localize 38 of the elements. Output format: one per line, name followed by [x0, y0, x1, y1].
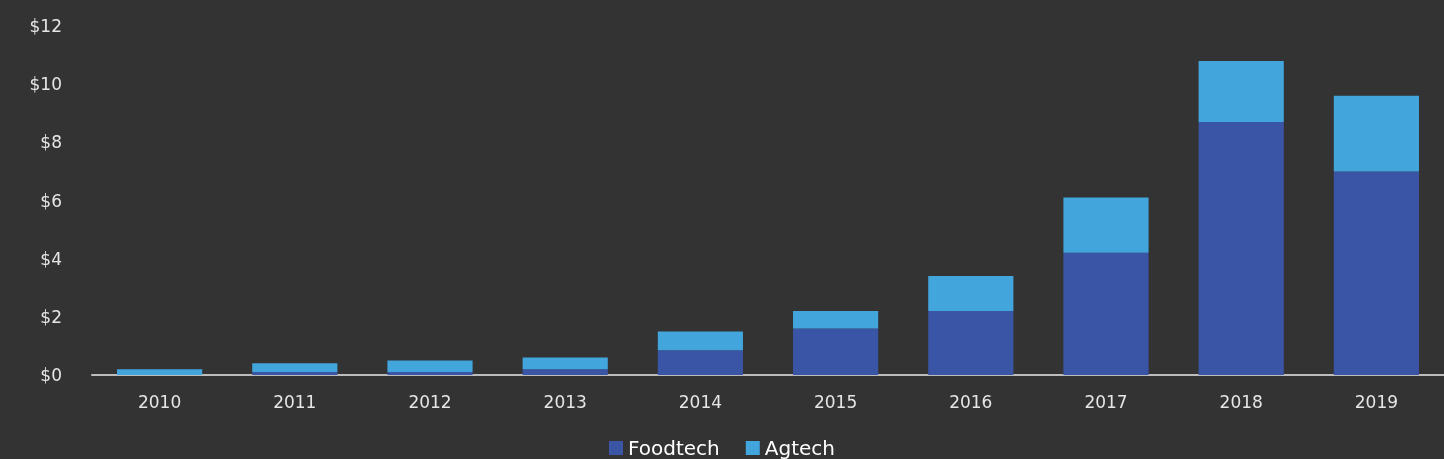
bar: [387, 360, 473, 373]
bar: [657, 331, 743, 351]
legend-label: Agtech: [764, 436, 835, 459]
bar: [1063, 197, 1149, 253]
bar: [522, 357, 608, 370]
y-tick-label: $12: [29, 16, 62, 36]
bar: [387, 372, 473, 375]
bar: [793, 311, 879, 329]
bar: [657, 350, 743, 375]
x-tick-label: 2010: [137, 391, 182, 412]
bar: [1333, 95, 1419, 172]
x-tick-label: 2016: [949, 391, 993, 412]
legend-label: Foodtech: [628, 436, 720, 459]
bar: [928, 311, 1014, 375]
y-tick-label: $0: [40, 365, 62, 385]
bar: [793, 328, 879, 375]
y-tick-label: $2: [40, 306, 62, 327]
y-tick-label: $4: [40, 248, 62, 269]
bar: [928, 276, 1014, 312]
x-tick-label: 2012: [408, 391, 452, 412]
y-tick-label: $8: [40, 132, 62, 153]
bar: [1198, 121, 1284, 375]
x-tick-label: 2011: [273, 391, 317, 412]
bar: [252, 363, 338, 373]
x-tick-label: 2014: [678, 391, 723, 412]
x-tick-label: 2019: [1354, 391, 1399, 412]
y-tick-label: $6: [40, 190, 62, 211]
bar: [1198, 60, 1284, 122]
bar: [117, 369, 203, 375]
x-tick-label: 2017: [1084, 391, 1128, 412]
bar: [1333, 171, 1419, 375]
bar: [252, 372, 338, 375]
y-tick-label: $10: [29, 74, 62, 95]
bar: [522, 369, 608, 375]
x-tick-label: 2015: [813, 391, 858, 412]
x-tick-label: 2013: [543, 391, 587, 412]
bar: [1063, 252, 1149, 375]
x-tick-label: 2018: [1219, 391, 1263, 412]
